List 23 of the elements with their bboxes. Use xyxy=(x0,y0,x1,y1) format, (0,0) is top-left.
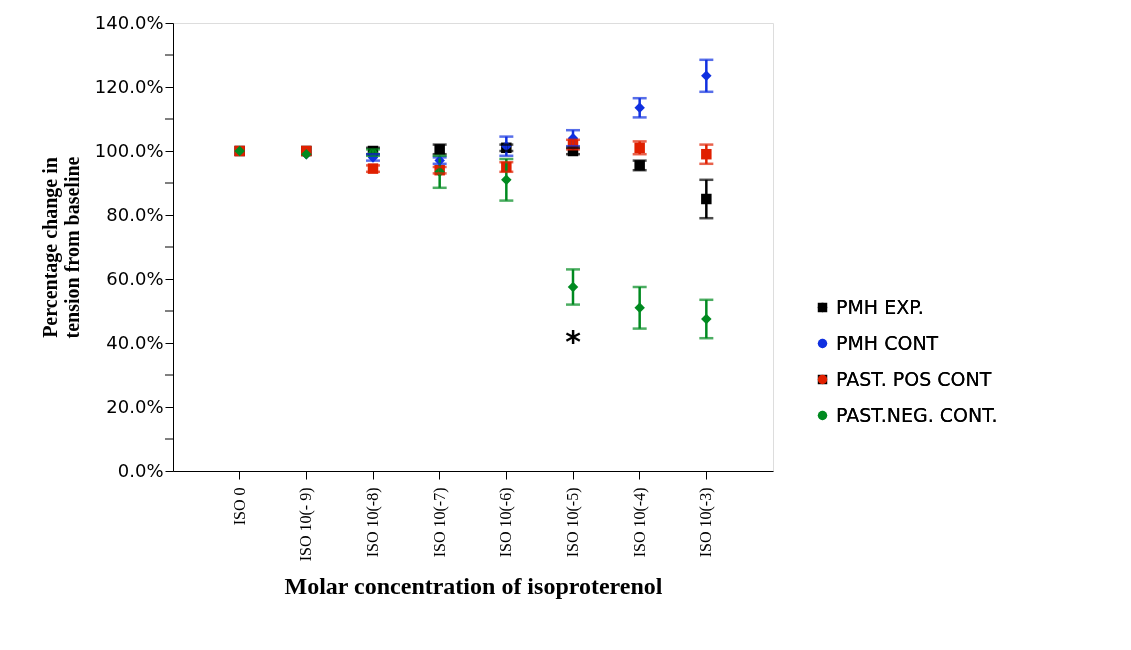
x-tick-label: ISO 10(- 9) xyxy=(297,487,316,562)
y-tick-label: 140.0% xyxy=(94,11,164,33)
legend-label: PAST. POS CONT xyxy=(836,367,992,390)
x-axis-title: Molar concentration of isoproterenol xyxy=(284,573,663,600)
x-tick-label: ISO 0 xyxy=(230,487,248,526)
x-tick-label: ISO 10(-3) xyxy=(697,487,716,558)
y-tick-label: 0.0% xyxy=(117,459,164,481)
x-tick-label: ISO 10(-5) xyxy=(564,487,582,558)
y-tick-label: 20.0% xyxy=(106,395,164,417)
annotation: * xyxy=(565,324,582,359)
legend-label: PMH CONT xyxy=(836,331,939,354)
y-tick-label: 40.0% xyxy=(106,331,164,353)
x-tick-label: ISO 10(-8) xyxy=(364,487,382,558)
y-axis-title: Percentage change in tension from baseline xyxy=(38,156,83,339)
legend-label: PMH EXP. xyxy=(836,295,924,318)
y-tick-label: 80.0% xyxy=(106,203,164,225)
y-tick-label: 120.0% xyxy=(94,75,164,97)
x-tick-label: ISO 10(-4) xyxy=(630,487,649,558)
y-tick-label: 60.0% xyxy=(106,267,164,289)
x-tick-label: ISO 10(-7) xyxy=(430,487,449,558)
y-tick-label: 100.0% xyxy=(94,139,164,161)
legend-label: PAST.NEG. CONT. xyxy=(836,403,998,426)
x-tick-label: ISO 10(-6) xyxy=(497,487,516,558)
